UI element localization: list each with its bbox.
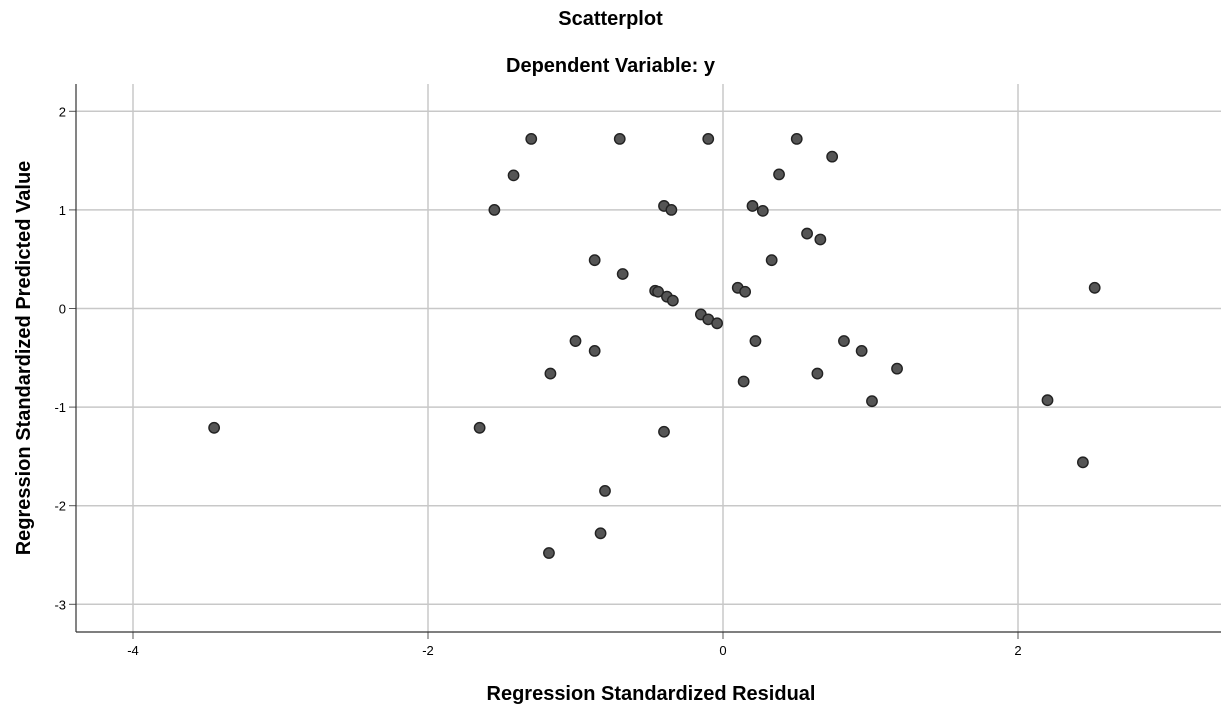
data-point bbox=[588, 344, 601, 357]
data-point bbox=[739, 285, 752, 298]
data-point bbox=[711, 317, 723, 330]
data-point bbox=[866, 395, 878, 408]
data-point bbox=[801, 227, 813, 240]
data-point bbox=[826, 150, 839, 163]
data-point bbox=[507, 169, 520, 182]
data-point bbox=[616, 268, 629, 280]
x-axis-title: Regression Standardized Residual bbox=[487, 683, 816, 705]
data-point bbox=[594, 527, 607, 540]
x-tick-label: 0 bbox=[719, 643, 726, 658]
axes: -4 -2 0 2 2 1 0 -1 -2 -3 bbox=[54, 84, 1221, 658]
data-point bbox=[658, 425, 670, 438]
data-point bbox=[666, 294, 679, 307]
data-point bbox=[488, 203, 501, 216]
data-point bbox=[599, 485, 611, 497]
data-point bbox=[543, 547, 555, 559]
y-tick-label: 2 bbox=[59, 104, 66, 119]
y-tick-label: -1 bbox=[54, 400, 66, 415]
data-point bbox=[891, 362, 903, 375]
data-point bbox=[811, 367, 824, 380]
data-point bbox=[765, 254, 778, 267]
y-tick-label: 0 bbox=[59, 302, 66, 317]
data-point bbox=[737, 375, 750, 388]
chart-subtitle: Dependent Variable: y bbox=[506, 55, 715, 77]
data-point bbox=[855, 344, 868, 357]
y-axis-title: Regression Standardized Predicted Value bbox=[13, 161, 35, 556]
data-point bbox=[613, 133, 626, 145]
data-point bbox=[773, 168, 785, 181]
data-point bbox=[665, 203, 678, 216]
y-tick-label: -2 bbox=[54, 499, 66, 514]
y-tick-label: -3 bbox=[54, 597, 66, 612]
data-point bbox=[838, 335, 850, 347]
data-point bbox=[749, 335, 762, 347]
data-point bbox=[756, 204, 769, 217]
data-point bbox=[544, 367, 557, 380]
x-tick-label: -4 bbox=[127, 643, 139, 658]
data-points bbox=[208, 133, 1101, 559]
data-point bbox=[1041, 394, 1054, 407]
data-point bbox=[208, 421, 221, 434]
data-point bbox=[588, 254, 601, 267]
y-tick-label: 1 bbox=[59, 203, 66, 218]
x-tick-label: 2 bbox=[1014, 643, 1021, 658]
data-point bbox=[1088, 281, 1101, 294]
data-point bbox=[814, 233, 827, 246]
data-point bbox=[702, 133, 715, 145]
data-point bbox=[790, 133, 803, 145]
data-point bbox=[569, 335, 582, 347]
gridlines bbox=[76, 84, 1221, 632]
data-point bbox=[746, 200, 759, 212]
data-point bbox=[652, 285, 664, 298]
chart-title: Scatterplot bbox=[558, 8, 663, 30]
data-point bbox=[473, 421, 486, 434]
data-point bbox=[1077, 456, 1089, 469]
x-tick-label: -2 bbox=[422, 643, 434, 658]
data-point bbox=[525, 133, 538, 145]
